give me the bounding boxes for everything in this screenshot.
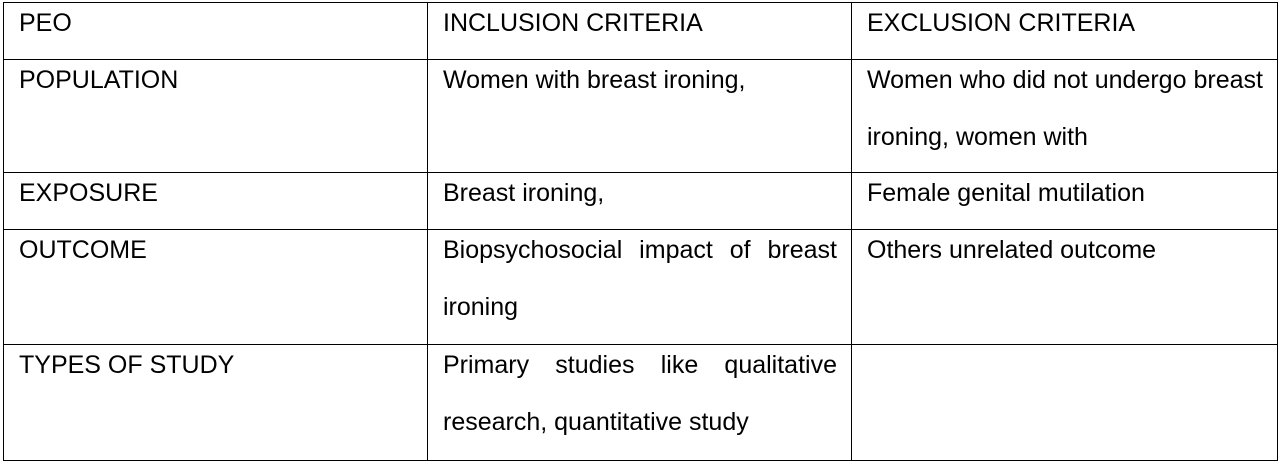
inclusion-cell: Women with breast ironing, — [427, 59, 852, 173]
row-label-cell: EXPOSURE — [3, 172, 428, 230]
table-row-exposure: EXPOSURE Breast ironing, Female genital … — [3, 172, 1278, 230]
table-row-population: POPULATION Women with breast ironing, Wo… — [3, 59, 1278, 173]
exclusion-cell: Others unrelated outcome — [851, 229, 1278, 345]
table-row-types-of-study: TYPES OF STUDY Primary studies like qual… — [3, 344, 1278, 461]
row-label-cell: OUTCOME — [3, 229, 428, 345]
header-cell-exclusion: EXCLUSION CRITERIA — [851, 2, 1278, 60]
inclusion-cell: Primary studies like qualitative researc… — [427, 344, 852, 461]
inclusion-cell: Biopsychosocial impact of breast ironing — [427, 229, 852, 345]
table-header-row: PEO INCLUSION CRITERIA EXCLUSION CRITERI… — [3, 2, 1278, 60]
inclusion-cell: Breast ironing, — [427, 172, 852, 230]
row-label-cell: POPULATION — [3, 59, 428, 173]
row-label-cell: TYPES OF STUDY — [3, 344, 428, 461]
table-row-outcome: OUTCOME Biopsychosocial impact of breast… — [3, 229, 1278, 345]
header-cell-inclusion: INCLUSION CRITERIA — [427, 2, 852, 60]
exclusion-cell: Women who did not undergo breast ironing… — [851, 59, 1278, 173]
peo-criteria-table: PEO INCLUSION CRITERIA EXCLUSION CRITERI… — [3, 2, 1278, 461]
exclusion-cell: Female genital mutilation — [851, 172, 1278, 230]
exclusion-cell — [851, 344, 1278, 461]
header-cell-peo: PEO — [3, 2, 428, 60]
